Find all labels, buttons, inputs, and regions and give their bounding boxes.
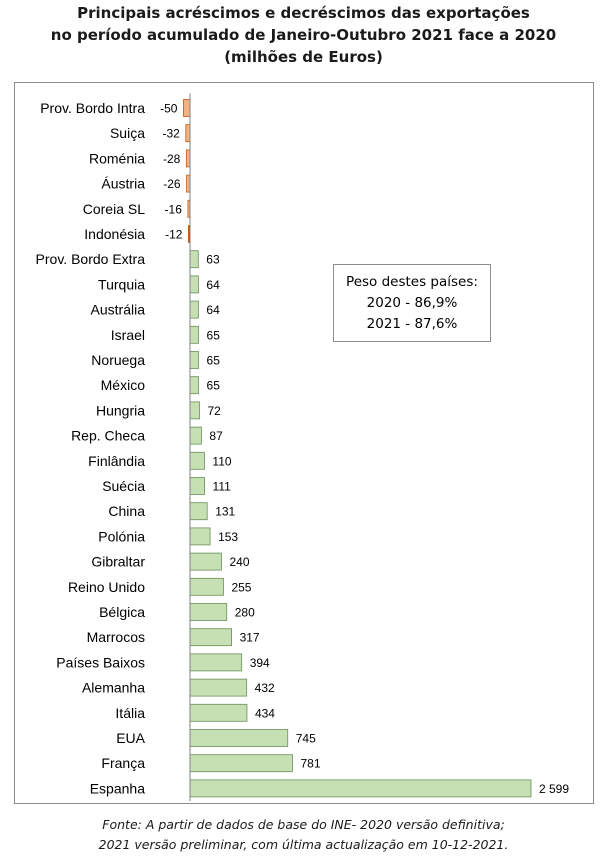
bar-22 xyxy=(189,653,243,672)
bar-0 xyxy=(183,99,191,117)
category-label-19: Reino Unido xyxy=(68,579,145,595)
chart-title-line-2: no período acumulado de Janeiro-Outubro … xyxy=(50,26,557,44)
bar-15 xyxy=(189,477,205,495)
value-label-10: 65 xyxy=(207,354,221,368)
category-label-23: Alemanha xyxy=(82,680,145,696)
bar-19 xyxy=(189,577,224,596)
value-label-5: -12 xyxy=(165,228,183,242)
bar-6 xyxy=(189,250,199,269)
category-label-18: Gibraltar xyxy=(91,554,145,570)
category-label-15: Suécia xyxy=(102,478,145,494)
category-label-10: Noruega xyxy=(91,352,145,368)
category-label-27: Espanha xyxy=(90,780,145,796)
note-line-2020: 2020 - 86,9% xyxy=(366,295,458,311)
plot-area-frame xyxy=(14,82,594,804)
note-line-2021: 2021 - 87,6% xyxy=(366,316,458,332)
category-label-2: Roménia xyxy=(89,150,145,166)
value-label-25: 745 xyxy=(296,732,316,746)
category-label-16: China xyxy=(108,503,145,519)
source-line-1: Fonte: A partir de dados de base do INE-… xyxy=(102,817,505,832)
value-label-20: 280 xyxy=(235,606,255,620)
bar-16 xyxy=(189,502,208,521)
country-weight-note: Peso destes países: 2020 - 86,9% 2021 - … xyxy=(333,264,491,342)
value-label-15: 111 xyxy=(213,480,232,494)
bar-18 xyxy=(189,552,222,571)
value-label-19: 255 xyxy=(231,580,251,594)
value-label-26: 781 xyxy=(300,757,320,771)
value-label-9: 65 xyxy=(207,328,221,342)
category-label-17: Polónia xyxy=(98,528,145,544)
value-label-14: 110 xyxy=(212,454,231,468)
note-heading: Peso destes países: xyxy=(346,274,478,290)
category-label-25: EUA xyxy=(116,730,145,746)
bar-2 xyxy=(185,149,191,168)
bar-12 xyxy=(189,401,200,420)
bar-26 xyxy=(189,754,293,773)
bar-7 xyxy=(189,275,199,294)
chart-title-line-3: (milhões de Euros) xyxy=(224,48,383,66)
bar-3 xyxy=(186,174,191,193)
category-label-9: Israel xyxy=(111,327,145,343)
value-label-3: -26 xyxy=(163,177,181,191)
bar-9 xyxy=(189,325,199,344)
value-label-23: 432 xyxy=(255,681,275,695)
category-label-5: Indonésia xyxy=(84,226,145,242)
category-label-7: Turquia xyxy=(98,276,145,292)
bar-21 xyxy=(189,628,232,647)
value-label-8: 64 xyxy=(206,303,220,317)
value-label-11: 65 xyxy=(207,379,221,393)
source-line-2: 2021 versão preliminar, com última actua… xyxy=(98,837,509,852)
category-label-22: Países Baixos xyxy=(56,654,145,670)
bar-8 xyxy=(189,300,199,319)
value-label-18: 240 xyxy=(229,555,249,569)
bar-14 xyxy=(189,451,205,470)
category-label-12: Hungria xyxy=(96,402,145,418)
value-label-21: 317 xyxy=(240,631,260,645)
value-label-27: 2 599 xyxy=(539,782,569,796)
category-label-8: Austrália xyxy=(91,302,146,318)
value-label-24: 434 xyxy=(255,706,275,720)
bar-25 xyxy=(189,729,289,747)
category-label-6: Prov. Bordo Extra xyxy=(36,251,146,267)
category-label-14: Finlândia xyxy=(88,453,145,469)
bar-20 xyxy=(189,603,228,621)
category-label-4: Coreia SL xyxy=(83,201,145,217)
bar-11 xyxy=(189,376,199,395)
value-label-17: 153 xyxy=(218,530,238,544)
source-note: Fonte: A partir de dados de base do INE-… xyxy=(0,815,607,855)
value-label-13: 87 xyxy=(209,429,223,443)
category-label-13: Rep. Checa xyxy=(71,428,145,444)
bar-13 xyxy=(189,426,202,445)
value-label-1: -32 xyxy=(162,127,180,141)
category-label-26: França xyxy=(101,755,145,771)
chart-title-line-1: Principais acréscimos e decréscimos das … xyxy=(77,4,530,22)
category-label-3: Áustria xyxy=(101,176,145,192)
category-label-11: México xyxy=(101,377,146,393)
value-label-7: 64 xyxy=(206,278,220,292)
category-label-1: Suiça xyxy=(110,125,145,141)
bar-24 xyxy=(189,703,248,722)
category-label-20: Bélgica xyxy=(99,604,145,620)
bar-23 xyxy=(189,678,248,697)
value-label-4: -16 xyxy=(165,202,183,216)
bar-1 xyxy=(185,124,191,143)
bar-17 xyxy=(189,527,211,546)
chart-title: Principais acréscimos e decréscimos das … xyxy=(0,2,607,68)
category-label-24: Itália xyxy=(115,705,145,721)
category-label-21: Marrocos xyxy=(87,629,145,645)
bar-10 xyxy=(189,351,199,369)
value-label-12: 72 xyxy=(207,404,221,418)
value-label-0: -50 xyxy=(160,102,178,116)
value-label-22: 394 xyxy=(250,656,270,670)
value-label-16: 131 xyxy=(215,505,235,519)
value-label-2: -28 xyxy=(163,152,181,166)
value-label-6: 63 xyxy=(206,253,220,267)
bar-27 xyxy=(189,779,532,798)
category-label-0: Prov. Bordo Intra xyxy=(40,100,145,116)
